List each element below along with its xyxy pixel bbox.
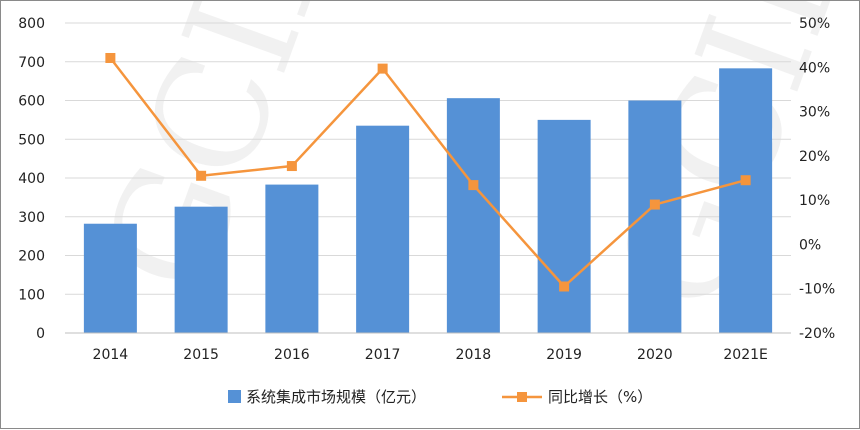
y-right-tick-label: -10% — [799, 282, 835, 298]
x-tick-label: 2018 — [456, 347, 492, 363]
y-left-tick-label: 700 — [18, 55, 45, 71]
y-right-tick-label: 40% — [799, 60, 830, 76]
growth-line — [109, 57, 746, 288]
y-left-tick-label: 0 — [36, 326, 45, 342]
axes: 0 100 200 300 400 500 600 700 800 -20% -10% 0% 10% 20… — [18, 16, 835, 363]
y-right-tick-label: 20% — [799, 149, 830, 165]
bar-series — [83, 68, 773, 334]
x-tick-label: 2015 — [183, 347, 219, 363]
x-tick-label: 2014 — [93, 347, 129, 363]
y-right-tick-label: -20% — [799, 326, 835, 342]
growth-marker-2021E — [740, 175, 751, 186]
x-tick-label: 2020 — [637, 347, 673, 363]
y-right-tick-label: 30% — [799, 105, 830, 121]
bar-2020 — [628, 100, 682, 333]
legend-line-label: 同比增长（%） — [548, 388, 652, 406]
x-tick-label: 2021E — [723, 347, 767, 363]
x-tick-label: 2019 — [546, 347, 582, 363]
bar-2015 — [174, 206, 228, 333]
growth-marker-2014 — [105, 52, 116, 63]
growth-marker-2016 — [286, 161, 297, 172]
y-left-tick-label: 200 — [18, 249, 45, 265]
y-left-tick-label: 400 — [18, 171, 45, 187]
growth-marker-2020 — [649, 199, 660, 210]
y-right-tick-label: 10% — [799, 193, 830, 209]
bar-2021E — [719, 68, 773, 334]
y-right-tick-label: 0% — [799, 237, 821, 253]
y-right-tick-label: 50% — [799, 16, 830, 32]
bar-2019 — [537, 119, 591, 333]
growth-marker-2019 — [559, 281, 570, 292]
legend-line-marker — [517, 392, 527, 402]
bar-2018 — [446, 98, 500, 333]
y-left-tick-label: 500 — [18, 132, 45, 148]
x-tick-label: 2017 — [365, 347, 401, 363]
line-series — [105, 52, 751, 292]
x-tick-label: 2016 — [274, 347, 310, 363]
y-left-tick-label: 300 — [18, 210, 45, 226]
legend: 系统集成市场规模（亿元） 同比增长（%） — [228, 388, 652, 406]
y-left-tick-label: 600 — [18, 94, 45, 110]
growth-marker-2018 — [468, 180, 479, 191]
y-left-tick-label: 800 — [18, 16, 45, 32]
growth-marker-2015 — [196, 170, 207, 181]
bar-2014 — [83, 223, 137, 333]
bar-2017 — [356, 125, 410, 333]
y-left-tick-label: 100 — [18, 287, 45, 303]
bar-2016 — [265, 184, 319, 333]
legend-bar-label: 系统集成市场规模（亿元） — [246, 388, 426, 406]
legend-bar-swatch — [228, 390, 241, 403]
growth-marker-2017 — [377, 63, 388, 74]
